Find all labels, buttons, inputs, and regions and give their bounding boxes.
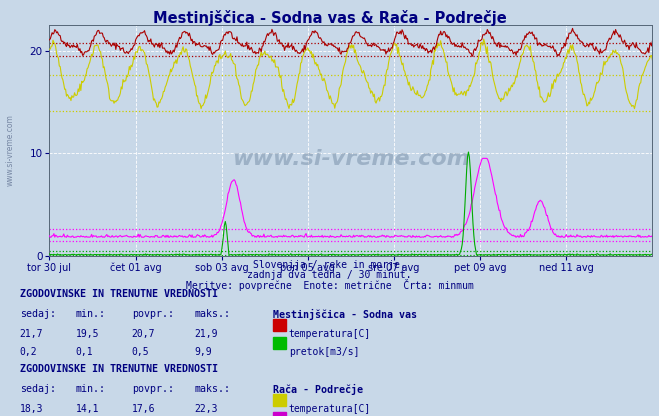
Text: 22,3: 22,3 <box>194 404 218 414</box>
Text: min.:: min.: <box>76 384 106 394</box>
Text: povpr.:: povpr.: <box>132 384 174 394</box>
Text: maks.:: maks.: <box>194 309 231 319</box>
Text: povpr.:: povpr.: <box>132 309 174 319</box>
Text: 21,9: 21,9 <box>194 329 218 339</box>
Text: ZGODOVINSKE IN TRENUTNE VREDNOSTI: ZGODOVINSKE IN TRENUTNE VREDNOSTI <box>20 364 217 374</box>
Text: Meritve: povprečne  Enote: metrične  Črta: minmum: Meritve: povprečne Enote: metrične Črta:… <box>186 279 473 291</box>
Text: min.:: min.: <box>76 309 106 319</box>
Text: Mestinjščica - Sodna vas: Mestinjščica - Sodna vas <box>273 309 418 320</box>
Text: 17,6: 17,6 <box>132 404 156 414</box>
Text: 18,3: 18,3 <box>20 404 43 414</box>
Text: maks.:: maks.: <box>194 384 231 394</box>
Text: 21,7: 21,7 <box>20 329 43 339</box>
Text: Rača - Podrečje: Rača - Podrečje <box>273 384 364 395</box>
Text: temperatura[C]: temperatura[C] <box>289 329 371 339</box>
Text: Mestinjščica - Sodna vas & Rača - Podrečje: Mestinjščica - Sodna vas & Rača - Podreč… <box>153 10 506 26</box>
Text: 19,5: 19,5 <box>76 329 100 339</box>
Text: Slovenija / reke in morje.: Slovenija / reke in morje. <box>253 260 406 270</box>
Text: sedaj:: sedaj: <box>20 384 56 394</box>
Text: 20,7: 20,7 <box>132 329 156 339</box>
Text: sedaj:: sedaj: <box>20 309 56 319</box>
Text: zadnja dva tedna / 30 minut.: zadnja dva tedna / 30 minut. <box>247 270 412 280</box>
Text: ZGODOVINSKE IN TRENUTNE VREDNOSTI: ZGODOVINSKE IN TRENUTNE VREDNOSTI <box>20 289 217 299</box>
Text: 0,5: 0,5 <box>132 347 150 357</box>
Text: 0,2: 0,2 <box>20 347 38 357</box>
Text: pretok[m3/s]: pretok[m3/s] <box>289 347 359 357</box>
Text: www.si-vreme.com: www.si-vreme.com <box>5 114 14 186</box>
Text: www.si-vreme.com: www.si-vreme.com <box>232 149 470 169</box>
Text: 0,1: 0,1 <box>76 347 94 357</box>
Text: 14,1: 14,1 <box>76 404 100 414</box>
Text: 9,9: 9,9 <box>194 347 212 357</box>
Text: temperatura[C]: temperatura[C] <box>289 404 371 414</box>
